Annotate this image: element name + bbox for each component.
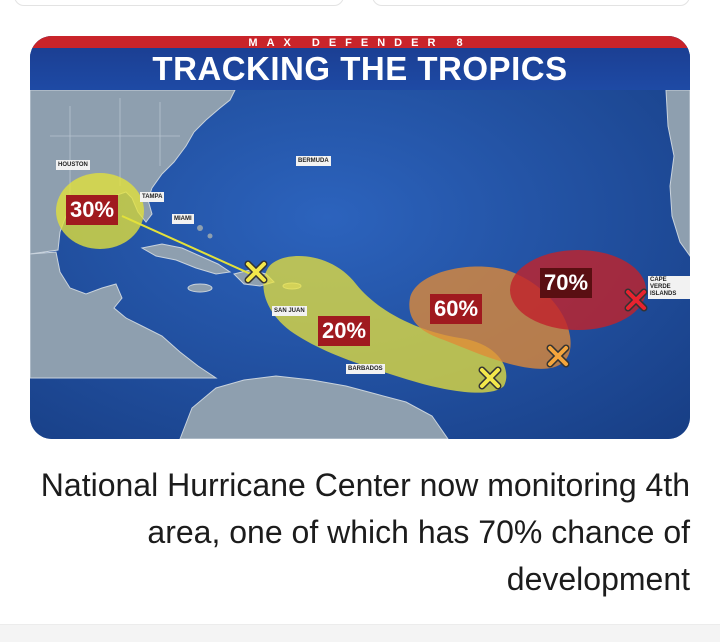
- land-mexico: [30, 251, 218, 379]
- x-marker-east: [624, 288, 648, 312]
- tropics-map: [30, 36, 690, 439]
- label-cape-verde: CAPE VERDE ISLANDS: [648, 276, 690, 299]
- label-miami: MIAMI: [172, 214, 194, 224]
- bottom-divider: [0, 624, 720, 642]
- state-lines: [50, 98, 180, 196]
- label-tampa: TAMPA: [140, 192, 165, 202]
- land-south-america: [179, 375, 449, 439]
- land-bahamas-2: [207, 233, 213, 239]
- banner: MAX DEFENDER 8 TRACKING THE TROPICS: [30, 36, 690, 90]
- previous-card-left[interactable]: [14, 0, 344, 6]
- area-caribbean-shape: [263, 256, 507, 393]
- previous-cards-edge: [0, 0, 720, 12]
- x-marker-caribbean: [244, 260, 268, 284]
- chance-gulf: 30%: [66, 195, 119, 225]
- chance-caribbean: 20%: [318, 316, 371, 346]
- gulf-track-line: [121, 215, 256, 277]
- x-marker-barbados: [478, 366, 502, 390]
- label-houston: HOUSTON: [56, 160, 90, 170]
- land-cuba: [140, 243, 232, 275]
- land-bahamas: [197, 225, 203, 231]
- banner-subtitle: MAX DEFENDER 8: [248, 37, 472, 49]
- tropics-map-image[interactable]: MAX DEFENDER 8 TRACKING THE TROPICS HOUS…: [30, 36, 690, 439]
- land-west-africa: [665, 89, 690, 257]
- label-bermuda: BERMUDA: [296, 156, 331, 166]
- chance-east-atlantic: 70%: [540, 268, 593, 298]
- banner-title: TRACKING THE TROPICS: [152, 50, 568, 87]
- chance-central-atlantic: 60%: [430, 294, 483, 324]
- label-san-juan: SAN JUAN: [272, 306, 307, 316]
- previous-card-right[interactable]: [372, 0, 690, 6]
- x-marker-central: [546, 344, 570, 368]
- land-jamaica: [187, 283, 213, 293]
- article-headline[interactable]: National Hurricane Center now monitoring…: [40, 467, 690, 597]
- label-barbados: BARBADOS: [346, 364, 385, 374]
